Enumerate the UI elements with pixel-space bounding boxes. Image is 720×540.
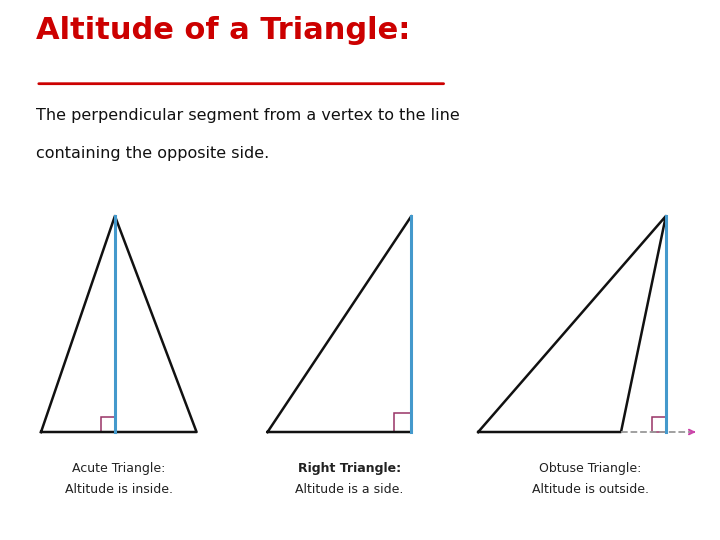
- Text: The perpendicular segment from a vertex to the line: The perpendicular segment from a vertex …: [36, 108, 460, 123]
- Bar: [102, 417, 115, 432]
- Text: Obtuse Triangle:: Obtuse Triangle:: [539, 462, 642, 475]
- Text: containing the opposite side.: containing the opposite side.: [36, 146, 269, 161]
- Bar: [652, 417, 666, 432]
- Text: Altitude is a side.: Altitude is a side.: [295, 483, 403, 496]
- Text: Altitude is inside.: Altitude is inside.: [65, 483, 173, 496]
- Text: Altitude of a Triangle:: Altitude of a Triangle:: [36, 16, 410, 45]
- Text: Acute Triangle:: Acute Triangle:: [72, 462, 166, 475]
- Text: Right Triangle:: Right Triangle:: [297, 462, 401, 475]
- Bar: [394, 413, 411, 432]
- Text: Altitude is outside.: Altitude is outside.: [532, 483, 649, 496]
